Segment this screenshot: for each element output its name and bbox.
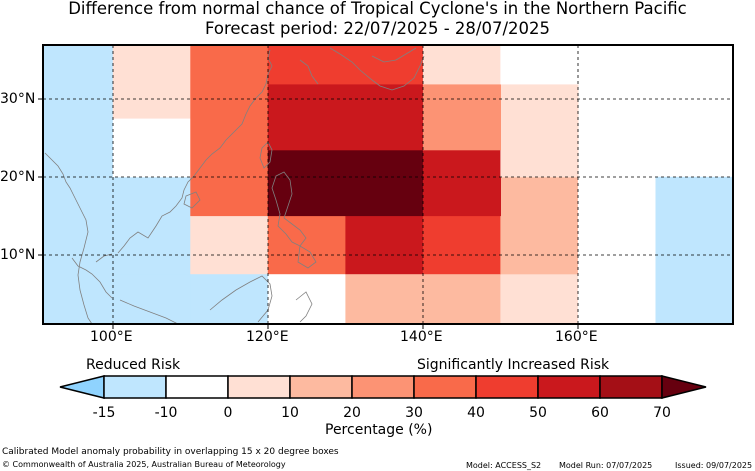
- legend-tick-label: -15: [92, 405, 116, 421]
- legend-swatch-2: [227, 375, 291, 399]
- borneo-coast: [119, 275, 313, 325]
- philippines-coast: [271, 171, 317, 269]
- lon-label-160: 160°E: [555, 329, 598, 345]
- anomaly-cell-18: [422, 149, 501, 217]
- anomaly-cell-13: [345, 215, 424, 275]
- anomaly-cell-24: [500, 45, 579, 85]
- title-line-2: Forecast period: 22/07/2025 - 28/07/2025: [204, 19, 551, 38]
- anomaly-cell-10: [500, 273, 579, 325]
- legend-swatch-4: [351, 375, 415, 399]
- legend-swatch-5: [413, 375, 477, 399]
- anomaly-cell-15: [500, 176, 579, 275]
- legend-colorbar: [59, 375, 707, 399]
- anomaly-cell-6: [190, 45, 269, 217]
- anomaly-cell-22: [267, 45, 424, 85]
- legend-tick-label: -10: [154, 405, 178, 421]
- legend-extend-high: [661, 375, 707, 399]
- legend-tick-label: 10: [281, 405, 299, 421]
- lat-label-20: 20°N: [0, 169, 36, 185]
- anomaly-cell-12: [267, 215, 346, 275]
- footer-model: Model: ACCESS_S2: [466, 461, 542, 470]
- anomaly-cell-7: [267, 273, 346, 325]
- footer-issued: Issued: 09/07/2025: [675, 461, 753, 470]
- anomaly-cell-14: [422, 215, 501, 275]
- anomaly-cell-19: [500, 83, 579, 178]
- legend-tick-label: 20: [343, 405, 361, 421]
- legend-tick-label: 60: [591, 405, 609, 421]
- lon-label-120: 120°E: [246, 329, 289, 345]
- legend-tick-label: 40: [467, 405, 485, 421]
- lon-label-140: 140°E: [400, 329, 443, 345]
- anomaly-cell-26: [655, 45, 734, 178]
- anomaly-cell-11: [577, 273, 656, 325]
- legend-tick-label: 30: [405, 405, 423, 421]
- legend-tick-label: 70: [653, 405, 671, 421]
- lon-label-100: 100°E: [90, 329, 133, 345]
- legend-swatch-3: [289, 375, 353, 399]
- legend-increased-label: Significantly Increased Risk: [417, 357, 610, 373]
- legend-reduced-label: Reduced Risk: [86, 357, 181, 373]
- anomaly-cell-17: [267, 149, 424, 217]
- anomaly-cells: [43, 45, 734, 325]
- graticule: [43, 45, 733, 324]
- japan-coast: [299, 47, 425, 91]
- legend-extend-low: [59, 375, 105, 399]
- legend-swatch-8: [599, 375, 663, 399]
- anomaly-cell-23: [422, 45, 501, 85]
- lat-label-10: 10°N: [0, 247, 36, 263]
- anomaly-cell-5: [190, 215, 269, 275]
- legend-tick-label: 0: [223, 405, 233, 421]
- legend-axis-label: Percentage (%): [325, 422, 433, 438]
- anomaly-cell-3: [112, 118, 191, 178]
- legend-swatch-0: [103, 375, 167, 399]
- anomaly-cell-20: [267, 83, 424, 151]
- footer-copyright: © Commonwealth of Australia 2025, Austra…: [2, 460, 286, 469]
- map-frame: [42, 44, 734, 325]
- mainland-coast: [44, 49, 273, 325]
- anomaly-cell-2: [112, 45, 191, 120]
- anomaly-cell-25: [577, 45, 656, 85]
- anomaly-cell-4: [112, 215, 191, 275]
- legend-swatch-6: [475, 375, 539, 399]
- hainan-coast: [183, 191, 201, 209]
- anomaly-cell-21: [422, 83, 501, 151]
- title-line-1: Difference from normal chance of Tropica…: [68, 0, 687, 18]
- anomaly-cell-8: [345, 273, 424, 325]
- legend-tick-label: 50: [529, 405, 547, 421]
- anomaly-cell-27: [655, 176, 734, 325]
- legend-swatch-1: [165, 375, 229, 399]
- legend-swatch-7: [537, 375, 601, 399]
- lat-ticks: [38, 98, 43, 256]
- footer-model-run: Model Run: 07/07/2025: [559, 461, 653, 470]
- anomaly-cell-9: [422, 273, 501, 325]
- lon-ticks: [112, 324, 579, 329]
- lat-label-30: 30°N: [0, 91, 36, 107]
- coastlines: [44, 47, 425, 325]
- footer-description: Calibrated Model anomaly probability in …: [2, 447, 339, 457]
